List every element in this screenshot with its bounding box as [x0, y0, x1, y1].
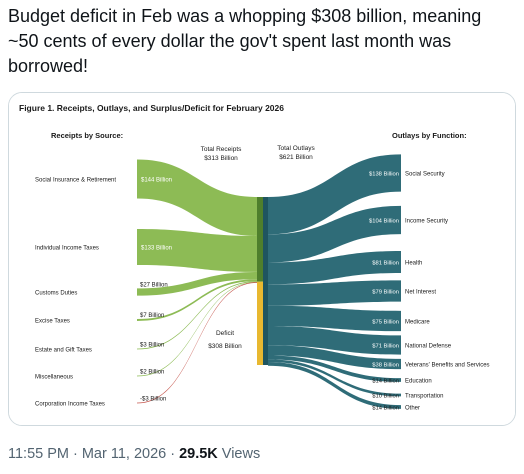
receipt-name-customs-duties: Customs Duties — [35, 291, 77, 297]
tweet-media-image[interactable]: Figure 1. Receipts, Outlays, and Surplus… — [8, 92, 516, 426]
outlay-value-transportation: $10 Billion — [372, 393, 399, 399]
total-outlays-value: $621 Billion — [279, 154, 313, 161]
outlay-value-income-security: $104 Billion — [369, 218, 399, 224]
receipts-header: Receipts by Source: — [51, 131, 123, 140]
tweet-time[interactable]: 11:55 PM — [8, 446, 69, 462]
outlays-header: Outlays by Function: — [392, 131, 467, 140]
total-receipts-label: Total Receipts — [201, 146, 243, 153]
receipt-value-estate-and-gift-taxes: $3 Billion — [140, 343, 164, 349]
outlay-name-net-interest: Net Interest — [405, 289, 436, 295]
outlay-name-income-security: Income Security — [405, 218, 448, 224]
tweet-date[interactable]: Mar 11, 2026 — [81, 446, 167, 462]
meta-separator: · — [73, 446, 78, 462]
outlay-name-medicare: Medicare — [405, 319, 430, 325]
sankey-bars — [257, 197, 268, 365]
outlay-flow-other — [268, 362, 401, 409]
receipt-name-estate-and-gift-taxes: Estate and Gift Taxes — [35, 348, 92, 354]
sankey-flows — [137, 154, 401, 409]
outlay-flow-veterans-benefits-and-services — [268, 345, 401, 370]
outlay-flow-national-defense — [268, 326, 401, 355]
receipt-flow-corporation-income-taxes — [137, 282, 257, 404]
total-receipts-bar — [257, 197, 263, 282]
receipt-value-individual-income-taxes: $133 Billion — [141, 246, 172, 252]
receipt-value-customs-duties: $27 Billion — [140, 282, 168, 288]
outlay-flow-transportation — [268, 359, 401, 397]
tweet-meta: 11:55 PM · Mar 11, 2026 · 29.5K Views — [8, 446, 260, 462]
outlay-name-veterans-benefits-and-services: Veterans' Benefits and Services — [405, 362, 490, 368]
receipt-value-social-insurance-retirement: $144 Billion — [141, 178, 172, 184]
outlay-name-national-defense: National Defense — [405, 343, 452, 349]
views-count: 29.5K — [179, 446, 218, 462]
outlay-value-national-defense: $71 Billion — [372, 343, 399, 349]
total-receipts-value: $313 Billion — [204, 155, 238, 162]
outlay-flow-education — [268, 355, 401, 382]
total-outlays-bar — [263, 197, 268, 365]
outlay-value-education: $14 Billion — [372, 378, 399, 384]
sankey-figure: Figure 1. Receipts, Outlays, and Surplus… — [9, 93, 515, 425]
outlay-name-education: Education — [405, 378, 432, 384]
outlay-name-other: Other — [405, 405, 420, 411]
outlay-flow-medicare — [268, 305, 401, 332]
outlay-flow-social-security — [268, 154, 401, 235]
outlay-value-health: $81 Billion — [372, 260, 399, 266]
receipt-flow-miscellaneous — [137, 281, 257, 377]
outlay-name-social-security: Social Security — [405, 171, 445, 177]
receipt-flow-individual-income-taxes — [137, 229, 257, 272]
deficit-value: $308 Billion — [208, 343, 242, 350]
receipt-flow-social-insurance-retirement — [137, 159, 257, 236]
figure-title: Figure 1. Receipts, Outlays, and Surplus… — [19, 103, 284, 113]
tweet-text: Budget deficit in Feb was a whopping $30… — [8, 6, 482, 76]
deficit-label: Deficit — [216, 330, 234, 337]
receipt-value-excise-taxes: $7 Billion — [140, 313, 164, 319]
outlay-flow-health — [268, 251, 401, 285]
receipt-name-excise-taxes: Excise Taxes — [35, 319, 70, 325]
views-label: Views — [221, 446, 261, 462]
outlay-name-transportation: Transportation — [405, 393, 443, 399]
outlay-value-medicare: $75 Billion — [372, 319, 399, 325]
outlay-value-social-security: $138 Billion — [369, 171, 399, 177]
receipt-name-social-insurance-retirement: Social Insurance & Retirement — [35, 178, 116, 184]
outlay-value-net-interest: $79 Billion — [372, 289, 399, 295]
sankey-labels: Social Insurance & Retirement $144 Billio… — [35, 171, 490, 411]
outlay-flow-net-interest — [268, 280, 401, 306]
receipt-name-corporation-income-taxes: Corporation Income Taxes — [35, 402, 105, 408]
receipt-name-miscellaneous: Miscellaneous — [35, 375, 73, 381]
receipt-flow-excise-taxes — [137, 279, 257, 321]
deficit-bar — [257, 281, 263, 365]
outlay-name-health: Health — [405, 260, 422, 266]
outlay-flow-income-security — [268, 205, 401, 263]
outlay-value-veterans-benefits-and-services: $38 Billion — [372, 362, 399, 368]
receipt-name-individual-income-taxes: Individual Income Taxes — [35, 246, 99, 252]
receipt-flow-customs-duties — [137, 271, 257, 296]
receipt-value-corporation-income-taxes: -$3 Billion — [140, 397, 166, 403]
outlay-value-other: $14 Billion — [372, 405, 399, 411]
receipt-flow-estate-and-gift-taxes — [137, 281, 257, 350]
receipt-value-miscellaneous: $2 Billion — [140, 370, 164, 376]
meta-separator-2: · — [170, 446, 176, 462]
total-outlays-label: Total Outlays — [277, 145, 315, 152]
